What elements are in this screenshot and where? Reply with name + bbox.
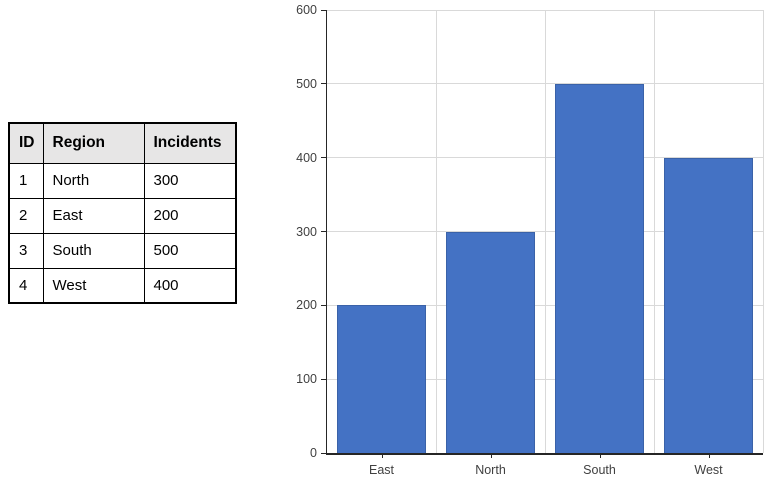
y-axis-label: 0	[310, 446, 317, 460]
table-row: 3 South 500	[8, 232, 237, 269]
table-header-row: ID Region Incidents	[8, 122, 237, 164]
y-axis-label: 200	[296, 298, 317, 313]
y-axis-label: 400	[296, 150, 317, 165]
y-axis-label: 500	[296, 76, 317, 91]
cell-incidents: 300	[143, 162, 237, 199]
cell-id: 4	[8, 267, 44, 304]
cell-region: North	[42, 162, 145, 199]
table-row: 2 East 200	[8, 197, 237, 234]
y-axis-label: 300	[296, 224, 317, 239]
cell-id: 1	[8, 162, 44, 199]
bar-east	[337, 305, 426, 453]
cell-id: 2	[8, 197, 44, 234]
y-axis-label: 100	[296, 372, 317, 387]
y-axis-line	[325, 10, 327, 455]
bar-north	[446, 231, 535, 453]
table-row: 4 West 400	[8, 267, 237, 304]
x-axis-tick	[708, 453, 710, 458]
y-axis-tick	[321, 304, 327, 306]
x-axis-label-west: West	[694, 463, 723, 477]
y-axis-tick	[321, 83, 327, 85]
y-axis-label: 600	[296, 3, 317, 17]
y-axis-tick	[321, 378, 327, 380]
y-axis-tick	[321, 157, 327, 159]
x-gridline	[653, 10, 655, 453]
table-body: 1 North 300 2 East 200 3 South 500 4 Wes…	[8, 162, 237, 304]
x-gridline	[544, 10, 546, 453]
incidents-table: ID Region Incidents 1 North 300 2 East 2…	[8, 122, 237, 304]
bar-chart: 0 100 200 300 400 500 600 East North South West	[290, 0, 767, 478]
x-axis-line	[325, 453, 763, 455]
x-axis-tick	[490, 453, 492, 458]
table-header: ID Region Incidents	[8, 122, 237, 164]
col-header-region: Region	[42, 122, 145, 164]
x-axis-label-north: North	[475, 463, 506, 477]
x-axis-label-south: South	[583, 463, 616, 477]
table-row: 1 North 300	[8, 162, 237, 199]
col-header-incidents: Incidents	[143, 122, 237, 164]
x-axis-tick	[381, 453, 383, 458]
x-gridline	[762, 10, 764, 453]
cell-region: South	[42, 232, 145, 269]
y-axis-tick	[321, 9, 327, 11]
cell-incidents: 200	[143, 197, 237, 234]
x-gridline	[435, 10, 437, 453]
y-axis-tick	[321, 452, 327, 454]
cell-incidents: 400	[143, 267, 237, 304]
y-axis-tick	[321, 231, 327, 232]
x-axis-tick	[599, 453, 601, 458]
cell-region: East	[42, 197, 145, 234]
cell-id: 3	[8, 232, 44, 269]
bar-south	[555, 83, 644, 453]
cell-region: West	[42, 267, 145, 304]
col-header-id: ID	[8, 122, 44, 164]
bar-west	[664, 157, 753, 453]
cell-incidents: 500	[143, 232, 237, 269]
x-axis-label-east: East	[368, 463, 394, 477]
